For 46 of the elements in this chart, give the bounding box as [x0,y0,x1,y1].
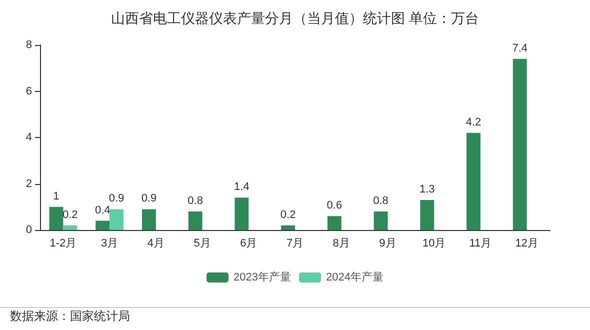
bar [512,58,527,230]
bar [96,220,110,230]
bar [142,209,156,230]
data-label: 1 [53,190,60,202]
y-tick-label: 4 [26,132,32,144]
y-tick-label: 6 [26,85,32,98]
chart-title: 山西省电工仪器仪表产量分月（当月值）统计图 单位：万台 [111,10,479,26]
data-label: 0.4 [94,204,110,216]
legend-label: 2023年产量 [234,270,292,284]
legend-label: 2024年产量 [326,270,384,284]
data-label: 0.6 [326,200,342,212]
bar [63,225,78,230]
bar [281,225,295,230]
y-tick-label: 8 [26,39,32,51]
bar [420,200,434,230]
bar [374,212,388,230]
x-tick-label: 4月 [147,238,164,250]
bar [188,212,202,230]
y-tick-label: 2 [26,178,32,190]
y-tick-label: 0 [26,224,32,236]
x-tick-label: 11月 [469,238,492,250]
data-label: 7.4 [512,42,528,54]
bar [466,132,480,230]
x-tick-label: 8月 [332,238,350,250]
data-label: 0.9 [141,192,157,205]
data-label: 0.2 [62,208,78,221]
x-tick-label: 10月 [422,238,446,250]
x-tick-label: 12月 [515,238,538,250]
data-label: 0.2 [280,208,296,221]
bar [234,198,249,230]
x-tick-label: 9月 [379,238,396,250]
bar [327,216,342,230]
x-tick-label: 7月 [286,238,304,250]
bar [110,209,124,230]
x-tick-label: 3月 [100,238,118,250]
x-tick-label: 6月 [240,238,258,250]
data-label: 1.3 [419,183,435,196]
bar [49,206,64,230]
data-label: 4.2 [466,116,482,128]
data-label: 0.8 [373,195,388,207]
source-note: 数据来源：国家统计局 [10,309,130,323]
data-label: 1.4 [234,181,250,194]
data-label: 0.9 [108,192,124,205]
x-tick-label: 1-2月 [50,238,77,250]
data-label: 0.8 [188,195,203,207]
x-tick-label: 5月 [194,238,211,250]
